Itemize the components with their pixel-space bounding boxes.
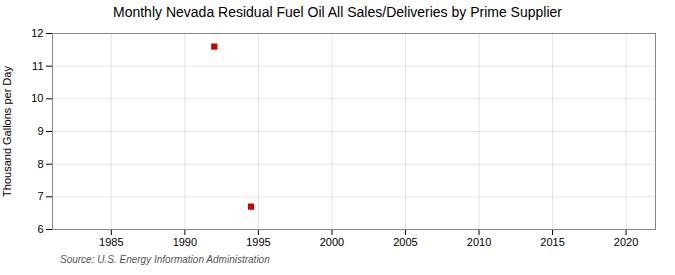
svg-text:2015: 2015	[540, 236, 564, 248]
svg-text:11: 11	[32, 60, 43, 72]
svg-text:7: 7	[37, 190, 43, 202]
svg-text:6: 6	[37, 223, 43, 235]
svg-text:2005: 2005	[393, 236, 417, 248]
html-text:Source: U.S. Energy Informatio: Source: U.S. Energy Information Administ…	[60, 254, 270, 265]
svg-text:1995: 1995	[246, 236, 270, 248]
svg-text:2000: 2000	[320, 236, 344, 248]
svg-text:8: 8	[37, 158, 43, 170]
svg-text:2020: 2020	[614, 236, 638, 248]
svg-text:12: 12	[31, 27, 43, 39]
svg-text:2010: 2010	[467, 236, 491, 248]
html-text:Monthly Nevada Residual Fuel O: Monthly Nevada Residual Fuel Oil All Sal…	[113, 4, 562, 20]
svg-text:Thousand Gallons per Day: Thousand Gallons per Day	[1, 66, 13, 197]
svg-text:9: 9	[37, 125, 43, 137]
svg-text:1990: 1990	[173, 236, 197, 248]
svg-text:10: 10	[31, 92, 43, 104]
svg-text:1985: 1985	[99, 236, 123, 248]
